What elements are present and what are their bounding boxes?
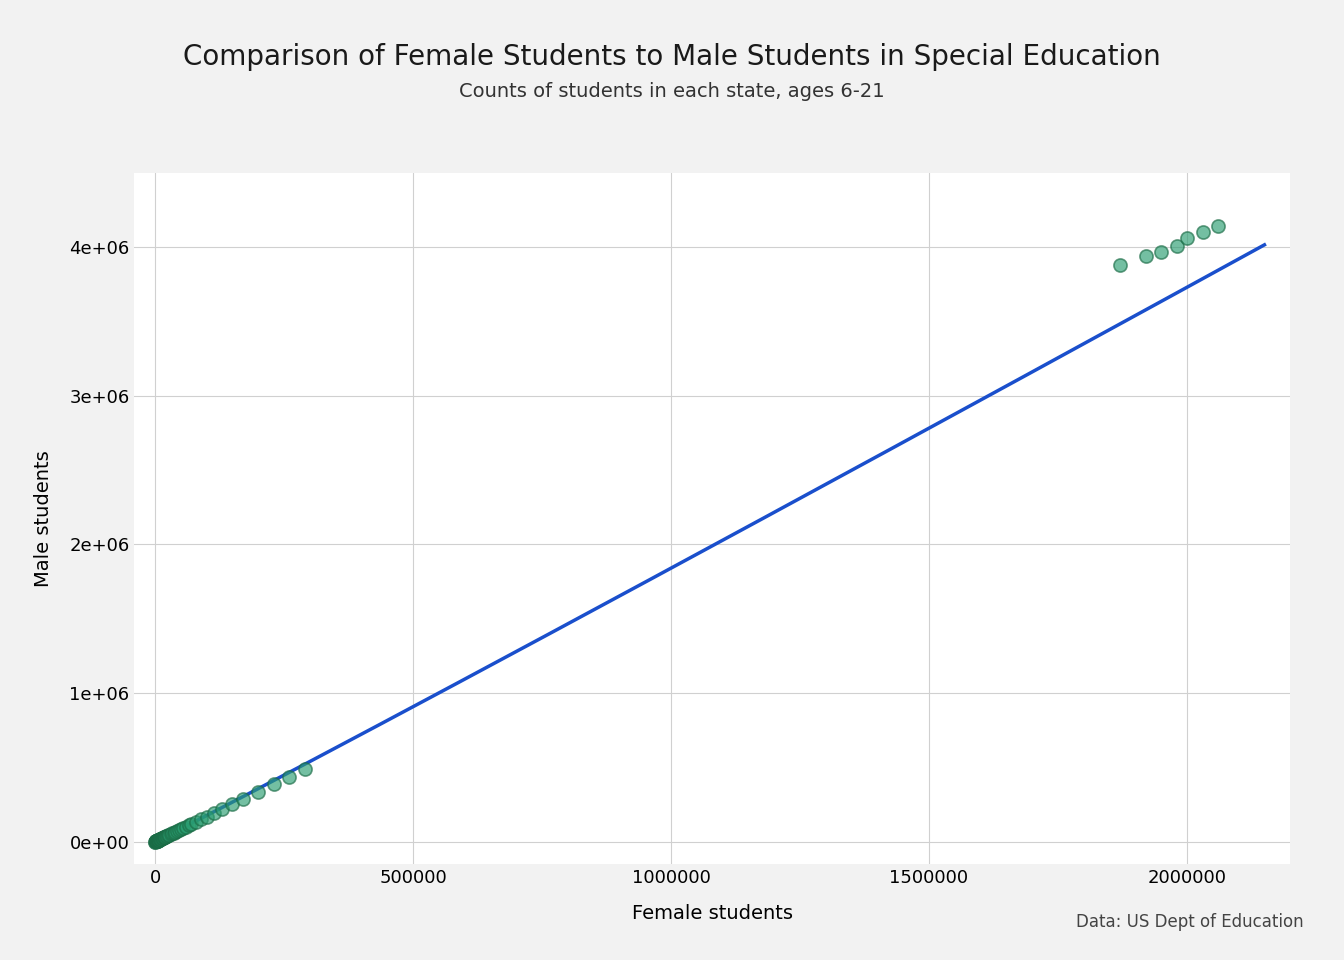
- Point: [180, 817, 202, 832]
- Point: [146, 833, 168, 849]
- Point: [155, 829, 176, 845]
- Point: [148, 832, 169, 848]
- Point: [1167, 238, 1188, 253]
- Point: [157, 828, 179, 843]
- Point: [148, 832, 169, 848]
- Point: [145, 833, 167, 849]
- Point: [146, 833, 168, 849]
- Point: [204, 805, 226, 821]
- Point: [163, 825, 184, 840]
- Point: [145, 833, 167, 849]
- Point: [1109, 257, 1130, 273]
- Point: [146, 832, 168, 848]
- Point: [161, 826, 183, 841]
- Point: [155, 829, 176, 845]
- Point: [149, 832, 171, 848]
- Point: [146, 833, 168, 849]
- Point: [278, 769, 300, 784]
- Point: [151, 831, 172, 847]
- Point: [1176, 230, 1198, 246]
- Point: [263, 777, 285, 792]
- Y-axis label: Male students: Male students: [34, 450, 52, 587]
- Point: [1134, 249, 1156, 264]
- Point: [191, 811, 212, 827]
- Text: Comparison of Female Students to Male Students in Special Education: Comparison of Female Students to Male St…: [183, 43, 1161, 71]
- Point: [172, 820, 194, 835]
- Point: [164, 825, 185, 840]
- Point: [152, 830, 173, 846]
- Point: [294, 761, 316, 777]
- Point: [145, 833, 167, 849]
- Point: [1192, 225, 1214, 240]
- Point: [146, 833, 168, 849]
- Point: [177, 818, 199, 833]
- X-axis label: Female students: Female students: [632, 903, 793, 923]
- Point: [1207, 219, 1228, 234]
- Point: [156, 828, 177, 844]
- Point: [153, 829, 175, 845]
- Point: [233, 792, 254, 807]
- Point: [145, 834, 167, 850]
- Point: [165, 824, 187, 839]
- Point: [145, 833, 167, 849]
- Point: [148, 832, 169, 848]
- Point: [152, 830, 173, 846]
- Text: Data: US Dept of Education: Data: US Dept of Education: [1077, 913, 1304, 931]
- Point: [145, 833, 167, 849]
- Point: [247, 784, 269, 800]
- Point: [151, 830, 172, 846]
- Point: [146, 832, 168, 848]
- Point: [152, 830, 173, 846]
- Point: [149, 831, 171, 847]
- Point: [185, 814, 207, 829]
- Point: [168, 823, 190, 838]
- Point: [1150, 244, 1172, 259]
- Point: [159, 827, 180, 842]
- Point: [146, 833, 168, 849]
- Point: [145, 833, 167, 849]
- Point: [149, 831, 171, 847]
- Point: [145, 834, 167, 850]
- Point: [211, 802, 233, 817]
- Point: [222, 797, 243, 812]
- Point: [148, 832, 169, 848]
- Point: [171, 822, 192, 837]
- Point: [157, 828, 179, 844]
- Point: [146, 833, 168, 849]
- Point: [196, 809, 218, 825]
- Point: [175, 819, 196, 834]
- Point: [146, 833, 168, 849]
- Point: [145, 833, 167, 849]
- Point: [153, 829, 175, 845]
- Point: [148, 832, 169, 848]
- Point: [160, 827, 181, 842]
- Point: [146, 833, 168, 849]
- Point: [145, 834, 167, 850]
- Text: Counts of students in each state, ages 6-21: Counts of students in each state, ages 6…: [460, 82, 884, 101]
- Point: [149, 831, 171, 847]
- Point: [151, 831, 172, 847]
